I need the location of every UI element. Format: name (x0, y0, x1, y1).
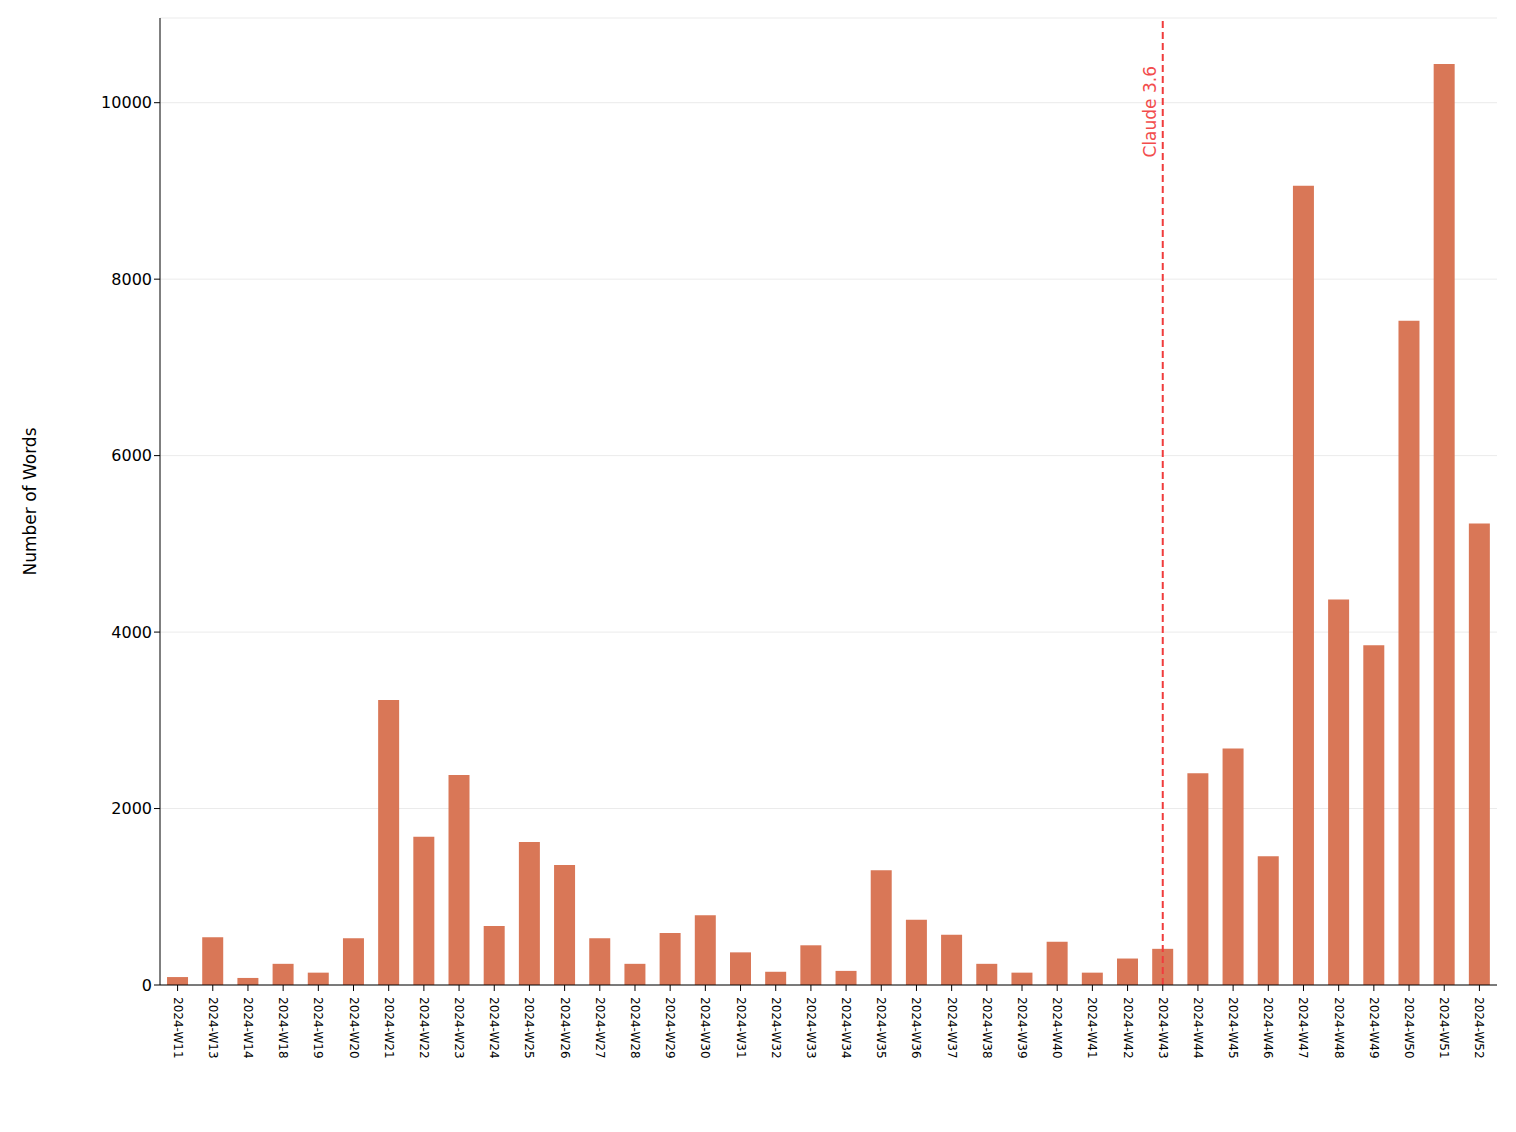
svg-text:2024-W29: 2024-W29 (663, 997, 677, 1059)
svg-text:2024-W52: 2024-W52 (1472, 997, 1486, 1059)
svg-text:2024-W35: 2024-W35 (874, 997, 888, 1059)
svg-text:2024-W48: 2024-W48 (1332, 997, 1346, 1059)
svg-text:2024-W25: 2024-W25 (522, 997, 536, 1059)
svg-text:2024-W45: 2024-W45 (1226, 997, 1240, 1059)
svg-text:2024-W19: 2024-W19 (311, 997, 325, 1059)
svg-text:2024-W51: 2024-W51 (1437, 997, 1451, 1059)
svg-text:6000: 6000 (111, 446, 152, 465)
svg-text:2024-W23: 2024-W23 (452, 997, 466, 1059)
svg-text:Number of Words: Number of Words (20, 427, 40, 575)
svg-text:2024-W18: 2024-W18 (276, 997, 290, 1059)
svg-text:2024-W26: 2024-W26 (558, 997, 572, 1059)
svg-text:2024-W40: 2024-W40 (1050, 997, 1064, 1059)
svg-text:0: 0 (142, 976, 152, 995)
svg-text:2024-W38: 2024-W38 (980, 997, 994, 1059)
svg-text:10000: 10000 (101, 93, 152, 112)
svg-text:2024-W42: 2024-W42 (1121, 997, 1135, 1059)
svg-text:2024-W14: 2024-W14 (241, 997, 255, 1059)
svg-text:2024-W21: 2024-W21 (382, 997, 396, 1059)
svg-text:2024-W30: 2024-W30 (698, 997, 712, 1059)
svg-text:2024-W50: 2024-W50 (1402, 997, 1416, 1059)
svg-text:2024-W44: 2024-W44 (1191, 997, 1205, 1059)
svg-text:4000: 4000 (111, 623, 152, 642)
svg-text:2024-W22: 2024-W22 (417, 997, 431, 1059)
svg-text:2024-W20: 2024-W20 (347, 997, 361, 1059)
svg-text:2024-W33: 2024-W33 (804, 997, 818, 1059)
svg-text:2000: 2000 (111, 799, 152, 818)
svg-text:2024-W11: 2024-W11 (171, 997, 185, 1059)
svg-text:2024-W31: 2024-W31 (734, 997, 748, 1059)
svg-text:2024-W32: 2024-W32 (769, 997, 783, 1059)
svg-text:2024-W27: 2024-W27 (593, 997, 607, 1059)
svg-text:2024-W47: 2024-W47 (1296, 997, 1310, 1059)
svg-text:2024-W36: 2024-W36 (909, 997, 923, 1059)
svg-text:2024-W46: 2024-W46 (1261, 997, 1275, 1059)
svg-text:2024-W34: 2024-W34 (839, 997, 853, 1059)
svg-text:2024-W39: 2024-W39 (1015, 997, 1029, 1059)
svg-text:2024-W41: 2024-W41 (1085, 997, 1099, 1059)
svg-text:2024-W49: 2024-W49 (1367, 997, 1381, 1059)
svg-text:2024-W37: 2024-W37 (945, 997, 959, 1059)
svg-text:Claude 3.6: Claude 3.6 (1140, 66, 1160, 157)
svg-text:2024-W24: 2024-W24 (487, 997, 501, 1059)
svg-text:8000: 8000 (111, 270, 152, 289)
svg-text:2024-W43: 2024-W43 (1156, 997, 1170, 1059)
svg-text:2024-W13: 2024-W13 (206, 997, 220, 1059)
svg-text:2024-W28: 2024-W28 (628, 997, 642, 1059)
